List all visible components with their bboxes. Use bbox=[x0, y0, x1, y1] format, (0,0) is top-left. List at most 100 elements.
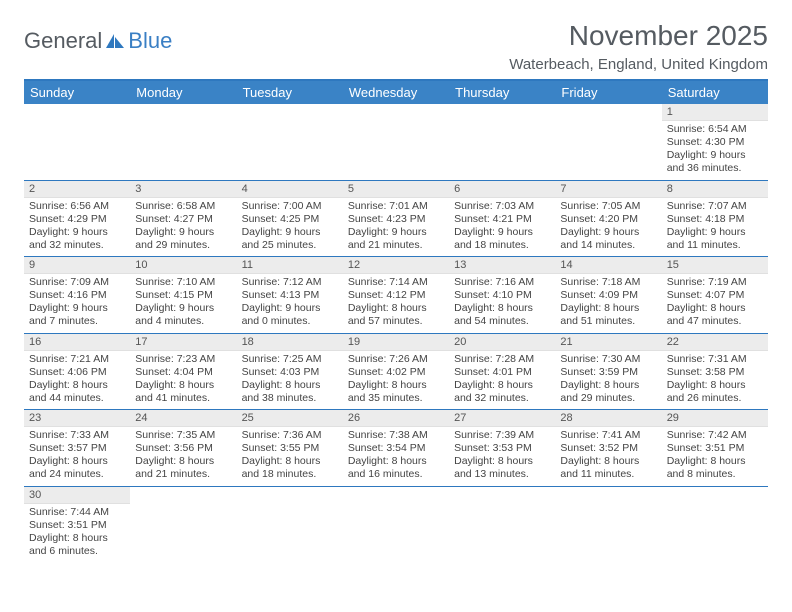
day-number: 30 bbox=[24, 487, 130, 504]
daylight-text: Daylight: 8 hours and 13 minutes. bbox=[454, 455, 550, 481]
calendar-cell bbox=[343, 104, 449, 180]
day-body: Sunrise: 7:31 AMSunset: 3:58 PMDaylight:… bbox=[662, 351, 768, 410]
calendar-cell bbox=[343, 486, 449, 562]
day-header-row: Sunday Monday Tuesday Wednesday Thursday… bbox=[24, 81, 768, 104]
calendar-week: 16Sunrise: 7:21 AMSunset: 4:06 PMDayligh… bbox=[24, 333, 768, 410]
calendar-week: 2Sunrise: 6:56 AMSunset: 4:29 PMDaylight… bbox=[24, 180, 768, 257]
daylight-text: Daylight: 9 hours and 11 minutes. bbox=[667, 226, 763, 252]
sunrise-text: Sunrise: 7:05 AM bbox=[560, 200, 656, 213]
sail-icon bbox=[104, 32, 126, 50]
day-body: Sunrise: 7:28 AMSunset: 4:01 PMDaylight:… bbox=[449, 351, 555, 410]
daylight-text: Daylight: 8 hours and 47 minutes. bbox=[667, 302, 763, 328]
day-number: 13 bbox=[449, 257, 555, 274]
day-body: Sunrise: 7:18 AMSunset: 4:09 PMDaylight:… bbox=[555, 274, 661, 333]
sunrise-text: Sunrise: 7:36 AM bbox=[242, 429, 338, 442]
day-body: Sunrise: 6:58 AMSunset: 4:27 PMDaylight:… bbox=[130, 198, 236, 257]
day-header: Saturday bbox=[662, 81, 768, 104]
calendar-cell: 21Sunrise: 7:30 AMSunset: 3:59 PMDayligh… bbox=[555, 333, 661, 410]
day-number: 11 bbox=[237, 257, 343, 274]
sunset-text: Sunset: 3:53 PM bbox=[454, 442, 550, 455]
sunrise-text: Sunrise: 6:58 AM bbox=[135, 200, 231, 213]
day-number: 9 bbox=[24, 257, 130, 274]
calendar-table: Sunday Monday Tuesday Wednesday Thursday… bbox=[24, 81, 768, 562]
calendar-cell: 14Sunrise: 7:18 AMSunset: 4:09 PMDayligh… bbox=[555, 257, 661, 334]
sunset-text: Sunset: 4:21 PM bbox=[454, 213, 550, 226]
calendar-cell bbox=[555, 486, 661, 562]
sunset-text: Sunset: 3:55 PM bbox=[242, 442, 338, 455]
daylight-text: Daylight: 8 hours and 41 minutes. bbox=[135, 379, 231, 405]
day-number: 26 bbox=[343, 410, 449, 427]
sunset-text: Sunset: 4:18 PM bbox=[667, 213, 763, 226]
calendar-cell: 26 Sunrise: 7:38 AMSunset: 3:54 PMDayligh… bbox=[343, 410, 449, 487]
calendar-cell: 2Sunrise: 6:56 AMSunset: 4:29 PMDaylight… bbox=[24, 180, 130, 257]
calendar-cell: 24Sunrise: 7:35 AMSunset: 3:56 PMDayligh… bbox=[130, 410, 236, 487]
calendar-week: 23Sunrise: 7:33 AMSunset: 3:57 PMDayligh… bbox=[24, 410, 768, 487]
calendar-cell: 9Sunrise: 7:09 AMSunset: 4:16 PMDaylight… bbox=[24, 257, 130, 334]
day-number: 17 bbox=[130, 334, 236, 351]
calendar-cell bbox=[555, 104, 661, 180]
day-body: Sunrise: 7:09 AMSunset: 4:16 PMDaylight:… bbox=[24, 274, 130, 333]
day-body: Sunrise: 7:44 AMSunset: 3:51 PMDaylight:… bbox=[24, 504, 130, 563]
day-header: Thursday bbox=[449, 81, 555, 104]
calendar-cell: 27Sunrise: 7:39 AMSunset: 3:53 PMDayligh… bbox=[449, 410, 555, 487]
calendar-cell: 25Sunrise: 7:36 AMSunset: 3:55 PMDayligh… bbox=[237, 410, 343, 487]
day-header: Tuesday bbox=[237, 81, 343, 104]
day-body: Sunrise: 7:21 AMSunset: 4:06 PMDaylight:… bbox=[24, 351, 130, 410]
daylight-text: Daylight: 8 hours and 21 minutes. bbox=[135, 455, 231, 481]
sunset-text: Sunset: 4:09 PM bbox=[560, 289, 656, 302]
daylight-text: Daylight: 8 hours and 24 minutes. bbox=[29, 455, 125, 481]
calendar-cell: 1Sunrise: 6:54 AMSunset: 4:30 PMDaylight… bbox=[662, 104, 768, 180]
calendar-cell bbox=[24, 104, 130, 180]
sunrise-text: Sunrise: 7:28 AM bbox=[454, 353, 550, 366]
calendar-cell bbox=[130, 486, 236, 562]
day-body: Sunrise: 7:05 AMSunset: 4:20 PMDaylight:… bbox=[555, 198, 661, 257]
calendar-cell: 10Sunrise: 7:10 AMSunset: 4:15 PMDayligh… bbox=[130, 257, 236, 334]
daylight-text: Daylight: 8 hours and 35 minutes. bbox=[348, 379, 444, 405]
day-number: 6 bbox=[449, 181, 555, 198]
day-body: Sunrise: 7:36 AMSunset: 3:55 PMDaylight:… bbox=[237, 427, 343, 486]
sunrise-text: Sunrise: 7:25 AM bbox=[242, 353, 338, 366]
calendar-week: 1Sunrise: 6:54 AMSunset: 4:30 PMDaylight… bbox=[24, 104, 768, 180]
day-number: 18 bbox=[237, 334, 343, 351]
sunset-text: Sunset: 4:15 PM bbox=[135, 289, 231, 302]
day-body: Sunrise: 7:30 AMSunset: 3:59 PMDaylight:… bbox=[555, 351, 661, 410]
sunrise-text: Sunrise: 7:23 AM bbox=[135, 353, 231, 366]
sunrise-text: Sunrise: 7:21 AM bbox=[29, 353, 125, 366]
sunrise-text: Sunrise: 7:12 AM bbox=[242, 276, 338, 289]
day-body: Sunrise: 7:42 AMSunset: 3:51 PMDaylight:… bbox=[662, 427, 768, 486]
daylight-text: Daylight: 9 hours and 32 minutes. bbox=[29, 226, 125, 252]
daylight-text: Daylight: 8 hours and 16 minutes. bbox=[348, 455, 444, 481]
sunrise-text: Sunrise: 7:44 AM bbox=[29, 506, 125, 519]
day-number: 24 bbox=[130, 410, 236, 427]
calendar-cell: 11Sunrise: 7:12 AMSunset: 4:13 PMDayligh… bbox=[237, 257, 343, 334]
sunset-text: Sunset: 4:12 PM bbox=[348, 289, 444, 302]
daylight-text: Daylight: 8 hours and 51 minutes. bbox=[560, 302, 656, 328]
daylight-text: Daylight: 9 hours and 7 minutes. bbox=[29, 302, 125, 328]
calendar-cell: 15Sunrise: 7:19 AMSunset: 4:07 PMDayligh… bbox=[662, 257, 768, 334]
sunset-text: Sunset: 3:57 PM bbox=[29, 442, 125, 455]
sunset-text: Sunset: 4:23 PM bbox=[348, 213, 444, 226]
sunrise-text: Sunrise: 7:09 AM bbox=[29, 276, 125, 289]
sunrise-text: Sunrise: 6:54 AM bbox=[667, 123, 763, 136]
calendar-cell: 3Sunrise: 6:58 AMSunset: 4:27 PMDaylight… bbox=[130, 180, 236, 257]
day-body: Sunrise: 7:35 AMSunset: 3:56 PMDaylight:… bbox=[130, 427, 236, 486]
day-body: Sunrise: 7:00 AMSunset: 4:25 PMDaylight:… bbox=[237, 198, 343, 257]
calendar-body: 1Sunrise: 6:54 AMSunset: 4:30 PMDaylight… bbox=[24, 104, 768, 562]
sunset-text: Sunset: 3:52 PM bbox=[560, 442, 656, 455]
day-number: 28 bbox=[555, 410, 661, 427]
day-header: Monday bbox=[130, 81, 236, 104]
sunset-text: Sunset: 4:27 PM bbox=[135, 213, 231, 226]
daylight-text: Daylight: 8 hours and 38 minutes. bbox=[242, 379, 338, 405]
day-body: Sunrise: 7:10 AMSunset: 4:15 PMDaylight:… bbox=[130, 274, 236, 333]
sunset-text: Sunset: 3:54 PM bbox=[348, 442, 444, 455]
daylight-text: Daylight: 9 hours and 18 minutes. bbox=[454, 226, 550, 252]
sunset-text: Sunset: 4:04 PM bbox=[135, 366, 231, 379]
daylight-text: Daylight: 9 hours and 36 minutes. bbox=[667, 149, 763, 175]
sunrise-text: Sunrise: 7:38 AM bbox=[348, 429, 444, 442]
day-body: Sunrise: 7:16 AMSunset: 4:10 PMDaylight:… bbox=[449, 274, 555, 333]
sunset-text: Sunset: 4:06 PM bbox=[29, 366, 125, 379]
day-number: 2 bbox=[24, 181, 130, 198]
sunrise-text: Sunrise: 7:33 AM bbox=[29, 429, 125, 442]
daylight-text: Daylight: 8 hours and 8 minutes. bbox=[667, 455, 763, 481]
calendar-cell bbox=[237, 104, 343, 180]
